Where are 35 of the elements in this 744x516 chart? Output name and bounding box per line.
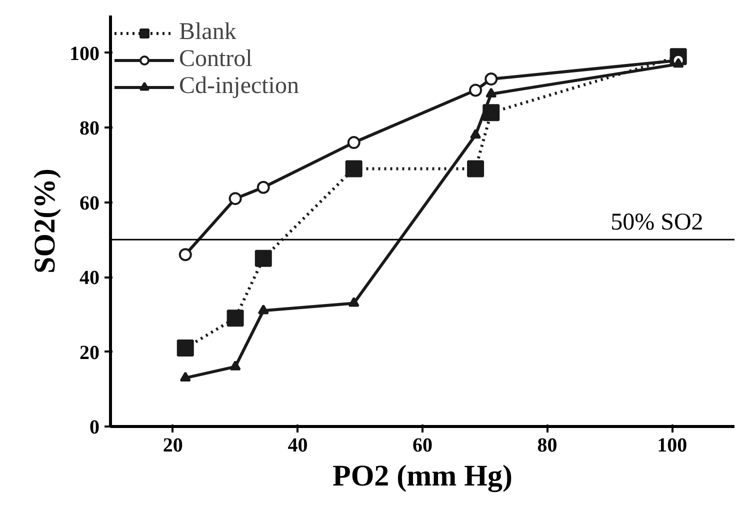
x-tick-label: 100 — [657, 434, 688, 456]
point — [470, 128, 482, 139]
x-tick-label: 20 — [162, 434, 183, 456]
y-tick-label: 100 — [70, 42, 100, 65]
point — [486, 88, 497, 98]
point — [254, 250, 272, 267]
y-tick-label: 40 — [80, 267, 100, 290]
y-tick-label: 80 — [80, 118, 100, 140]
x-tick-label: 80 — [537, 434, 558, 456]
point — [347, 136, 360, 150]
point — [258, 304, 269, 314]
legend-label: Blank — [179, 19, 236, 46]
point — [469, 84, 482, 97]
y-tick-label: 60 — [80, 192, 100, 214]
legend-label: Control — [179, 46, 252, 73]
point — [467, 160, 484, 178]
y-tick-label: 0 — [90, 416, 100, 438]
point — [176, 340, 194, 357]
point — [228, 192, 242, 206]
y-axis-title: SO2(%) — [28, 168, 62, 274]
point — [484, 72, 498, 86]
x-axis-title: PO2 (mm Hg) — [332, 460, 512, 492]
ref-line-label: 50% SO2 — [610, 210, 704, 236]
point — [348, 297, 360, 307]
point — [178, 248, 192, 262]
point — [180, 372, 191, 382]
point — [230, 360, 241, 370]
legend-label: Cd-injection — [179, 73, 299, 100]
point — [345, 160, 362, 178]
point — [256, 180, 270, 194]
y-tick-label: 20 — [80, 342, 100, 364]
x-tick-label: 60 — [412, 434, 432, 456]
x-tick-label: 40 — [288, 434, 308, 456]
point — [672, 58, 684, 68]
point — [226, 310, 244, 327]
